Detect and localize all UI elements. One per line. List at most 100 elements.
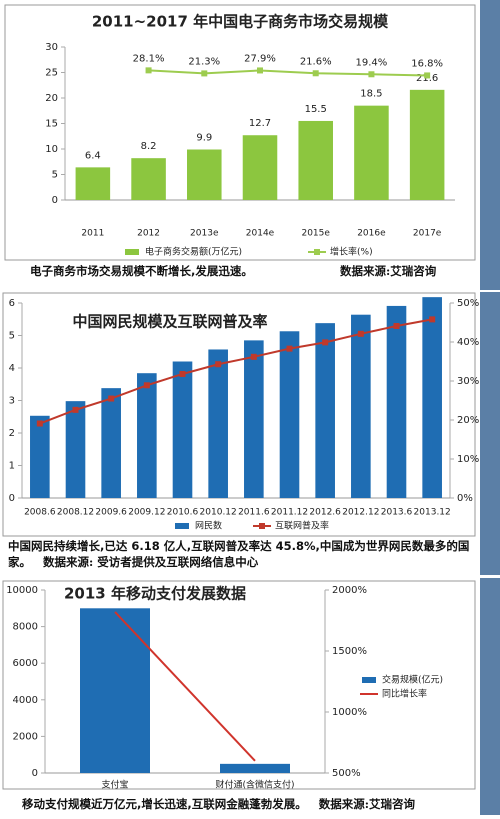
x-tick-label: 2013.12	[414, 508, 451, 518]
x-tick-label: 2010.6	[167, 508, 199, 518]
bar	[298, 120, 333, 200]
marker	[322, 339, 329, 346]
x-tick-label: 2013.6	[381, 508, 413, 518]
bar-label: 18.5	[360, 89, 382, 100]
x-tick-label: 2009.12	[128, 508, 165, 518]
bar-label: 12.7	[249, 118, 271, 129]
x-tick-label: 支付宝	[101, 779, 128, 791]
marker	[424, 72, 431, 79]
x-tick-label: 2011.12	[271, 508, 308, 518]
y2-tick-label: 40%	[457, 337, 479, 348]
marker	[179, 370, 186, 377]
y2-tick-label: 20%	[457, 415, 479, 426]
line-label: 27.9%	[244, 53, 276, 64]
bar	[30, 415, 50, 498]
x-tick-label: 2015e	[301, 229, 330, 239]
bar-label: 6.4	[85, 150, 101, 161]
line	[114, 611, 256, 762]
bar	[65, 401, 86, 498]
bar	[220, 763, 290, 773]
line	[39, 318, 433, 425]
chart: 2011~2017 年中国电子商务市场交易规模 0 5 10 15 20 25 30 2011 2…	[4, 4, 476, 261]
chart: 中国网民规模及互联网普及率 0 1 2 3 4 5 6 0% 10% 20% 30% 40% 50% 200…	[2, 292, 479, 537]
y2-tick-label: 0%	[457, 493, 473, 504]
y-tick-label: 0	[32, 768, 38, 779]
bar	[208, 349, 228, 498]
bar	[354, 105, 389, 200]
y-tick-label: 8000	[13, 622, 38, 633]
legend-label: 同比增长率	[382, 688, 427, 700]
bar	[315, 323, 335, 498]
x-tick-label: 2010.12	[200, 508, 237, 518]
chart-title: 2011~2017 年中国电子商务市场交易规模	[92, 13, 389, 31]
chart-title: 2013 年移动支付发展数据	[64, 585, 246, 603]
y-tick-label: 6	[9, 298, 15, 309]
side-strip	[480, 578, 500, 815]
marker	[36, 420, 43, 427]
y-tick-label: 10	[45, 144, 58, 155]
x-tick-label: 2009.6	[95, 508, 127, 518]
line-label: 21.6%	[300, 56, 332, 67]
source: 数据来源:艾瑞咨询	[318, 797, 415, 811]
y-tick-label: 4000	[13, 695, 38, 706]
legend-swatch	[362, 677, 376, 683]
caption-text: 中国网民持续增长,已达 6.18 亿人,互联网普及率达 45.8%,中国成为世界…	[8, 539, 470, 569]
caption-text: 移动支付规模近万亿元,增长迅速,互联网金融蓬勃发展。	[22, 797, 307, 811]
y2-tick-label: 50%	[457, 298, 479, 309]
y2-tick-label: 2000%	[332, 585, 367, 596]
x-tick-label: 2012.12	[342, 508, 379, 518]
legend-label: 电子商务交易额(万亿元)	[145, 246, 242, 258]
marker	[286, 345, 293, 352]
x-tick-label: 2011.6	[238, 508, 270, 518]
marker	[143, 382, 150, 389]
bar	[131, 158, 166, 200]
y-tick-label: 2000	[13, 731, 38, 742]
legend-label: 网民数	[195, 520, 222, 532]
line	[148, 69, 428, 77]
bar	[172, 361, 193, 498]
y-tick-label: 4	[9, 363, 15, 374]
bar	[75, 167, 111, 200]
marker	[108, 395, 115, 402]
line-label: 21.3%	[188, 56, 220, 67]
bar	[242, 135, 278, 200]
source: 数据来源: 受访者提供及互联网络信息中心	[43, 555, 259, 569]
y-tick-label: 2	[9, 428, 15, 439]
x-tick-label: 2011	[81, 229, 104, 239]
chart: 2013 年移动支付发展数据 0 2000 4000 6000 8000 10000 500%…	[2, 580, 476, 791]
y-tick-label: 0	[9, 493, 15, 504]
marker	[312, 70, 319, 77]
x-tick-label: 财付通(含微信支付)	[215, 779, 294, 791]
x-tick-label: 2008.6	[24, 508, 56, 518]
source: 数据来源:艾瑞咨询	[340, 264, 437, 278]
side-strip	[480, 292, 500, 575]
caption: 中国网民持续增长,已达 6.18 亿人,互联网普及率达 45.8%,中国成为世界…	[8, 538, 478, 570]
legend-swatch	[259, 523, 265, 529]
marker	[257, 67, 263, 74]
y-tick-label: 15	[45, 119, 58, 130]
y-tick-label: 3	[9, 396, 15, 407]
x-tick-label: 2016e	[357, 229, 386, 239]
bar	[409, 89, 445, 200]
line-label: 28.1%	[133, 53, 165, 64]
bar-label: 9.9	[196, 133, 212, 144]
y2-tick-label: 500%	[332, 768, 361, 779]
caption-text: 电子商务市场交易规模不断增长,发展迅速。	[30, 264, 253, 278]
legend-label: 增长率(%)	[330, 246, 373, 258]
bar	[244, 340, 264, 498]
bar	[187, 149, 222, 200]
y2-tick-label: 10%	[457, 454, 479, 465]
marker	[357, 330, 364, 337]
bar-label: 8.2	[141, 141, 157, 152]
y2-tick-label: 1500%	[332, 646, 367, 657]
line-label: 16.8%	[411, 58, 443, 69]
y-tick-label: 0	[52, 195, 58, 206]
x-tick-label: 2017e	[413, 229, 442, 239]
y2-tick-label: 30%	[457, 376, 479, 387]
marker	[145, 67, 152, 74]
side-strip	[480, 0, 500, 290]
marker	[250, 353, 257, 360]
y-tick-label: 20	[45, 93, 58, 104]
y2-tick-label: 1000%	[332, 707, 367, 718]
